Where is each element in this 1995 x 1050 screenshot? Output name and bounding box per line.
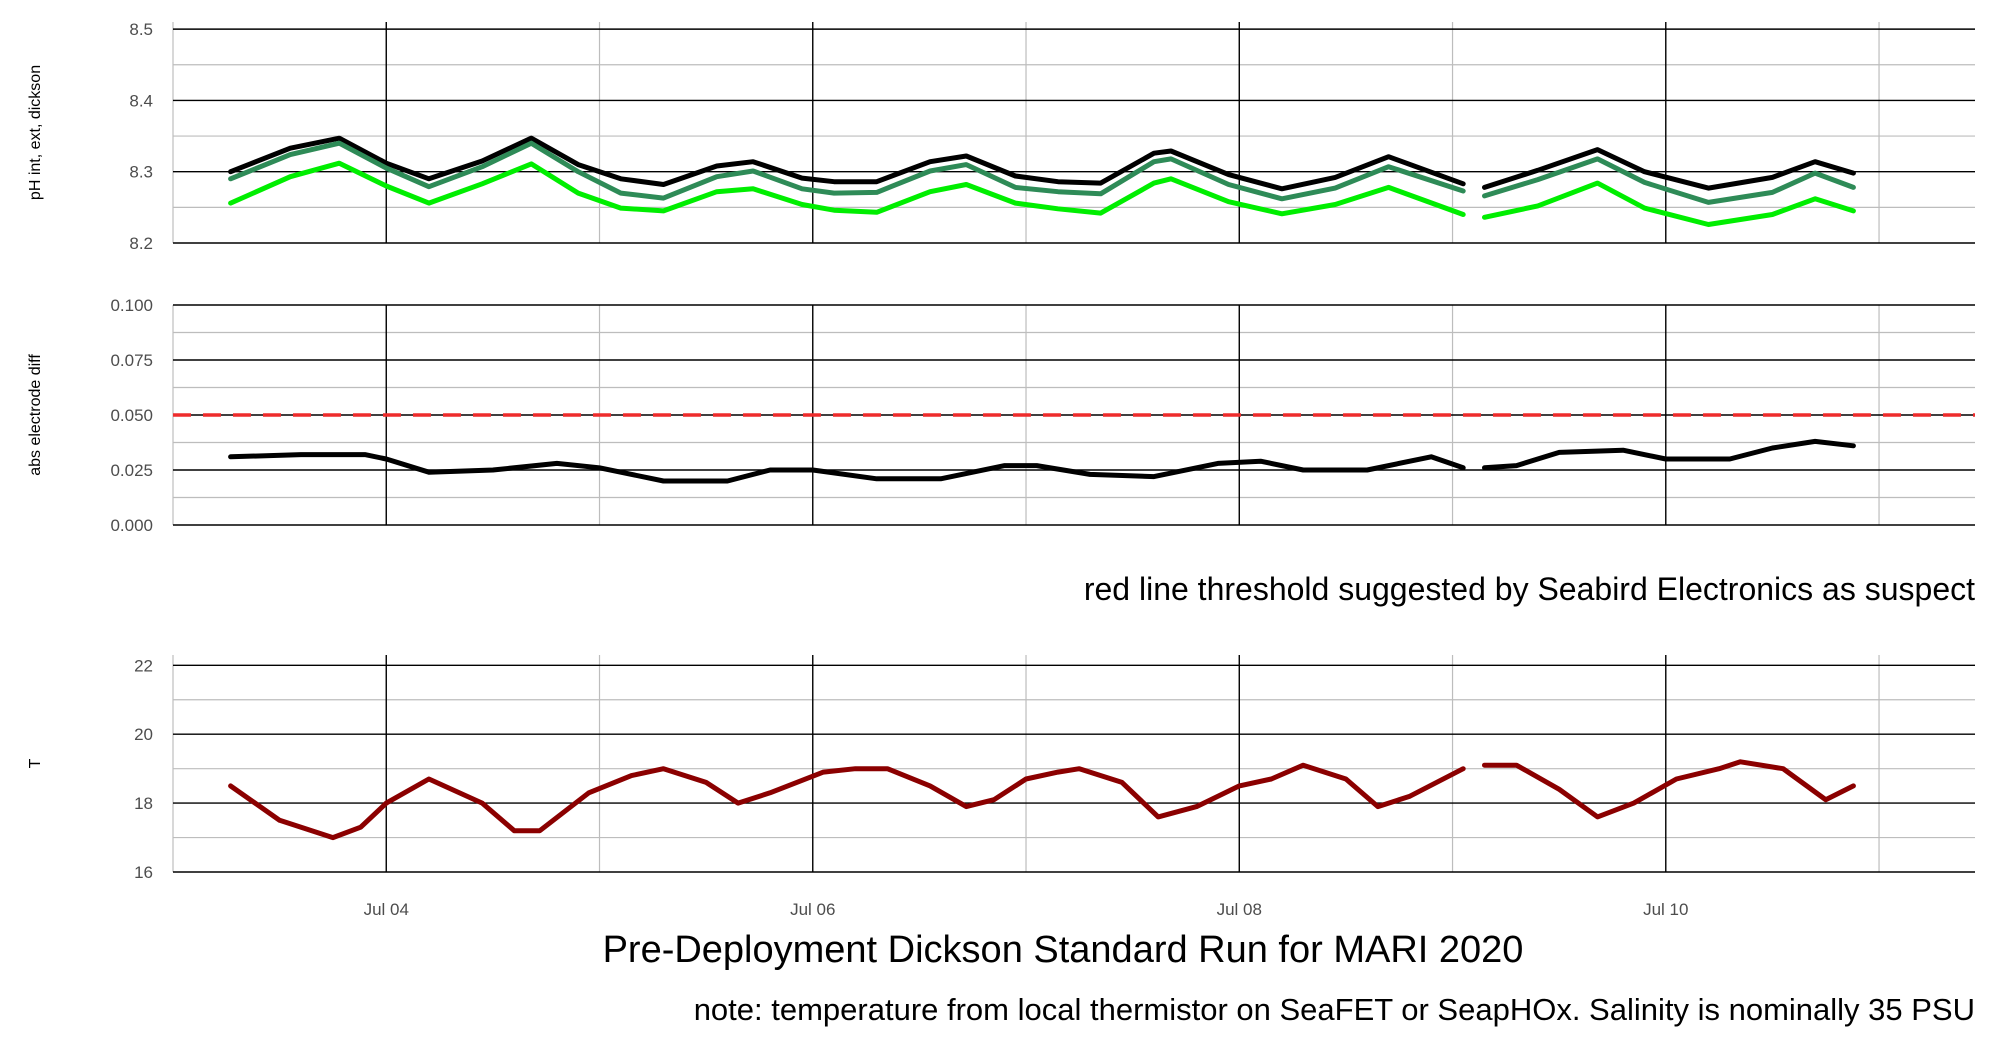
- y-tick-label: 0.025: [110, 461, 153, 480]
- chart-note: note: temperature from local thermistor …: [694, 992, 1975, 1027]
- series-line: [1482, 438, 1856, 471]
- y-tick-label: 0.100: [110, 296, 153, 315]
- threshold-caption: red line threshold suggested by Seabird …: [1084, 571, 1975, 607]
- x-axis: Jul 04 Jul 06 Jul 08 Jul 10: [364, 900, 1689, 919]
- y-tick-label: 0.050: [110, 406, 153, 425]
- y-tick-label: 8.5: [129, 20, 153, 39]
- y-tick-label: 18: [134, 794, 153, 813]
- series-line: [228, 135, 1466, 192]
- y-tick-label: 16: [134, 863, 153, 882]
- series-line: [228, 140, 1466, 202]
- x-tick-label: Jul 06: [790, 900, 835, 919]
- y-tick-label: 8.3: [129, 163, 153, 182]
- series-line: [1482, 156, 1856, 205]
- series-line: [1482, 180, 1856, 227]
- y-tick-label: 0.075: [110, 351, 153, 370]
- y-tick-label: 0.000: [110, 516, 153, 535]
- series-line: [228, 160, 1466, 217]
- chart-title: Pre-Deployment Dickson Standard Run for …: [603, 929, 1524, 971]
- y-tick-label: 8.2: [129, 234, 153, 253]
- x-tick-label: Jul 04: [364, 900, 409, 919]
- panel-ph: 8.2 8.3 8.4 8.5 pH int, ext, dickson: [27, 20, 1975, 253]
- x-tick-label: Jul 08: [1217, 900, 1262, 919]
- y-tick-label: 20: [134, 725, 153, 744]
- panel-temp: 16 18 20 22 T: [27, 655, 1975, 882]
- series-line: [228, 452, 1466, 484]
- panel-diff: 0.000 0.025 0.050 0.075 0.100 abs electrode d…: [27, 296, 1975, 535]
- y-axis-label: T: [27, 758, 44, 768]
- y-tick-label: 22: [134, 656, 153, 675]
- y-axis-label: pH int, ext, dickson: [27, 65, 44, 200]
- y-axis-label: abs electrode diff: [27, 354, 44, 476]
- series-line: [228, 762, 1466, 841]
- y-tick-label: 8.4: [129, 91, 153, 110]
- series-line: [1482, 147, 1856, 191]
- x-tick-label: Jul 10: [1643, 900, 1688, 919]
- series-line: [1482, 759, 1856, 820]
